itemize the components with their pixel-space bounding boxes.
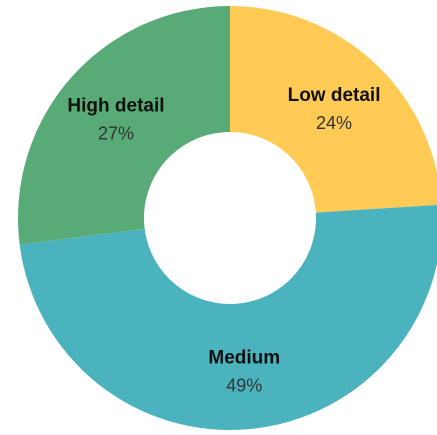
slice-value-high-detail: 27% (98, 123, 134, 143)
labels-group: Low detail 24% Medium 49% High detail 27% (67, 85, 380, 395)
slices-group (17, 6, 437, 430)
slice-label-medium: Medium (208, 347, 280, 368)
slice-value-low-detail: 24% (316, 113, 352, 133)
pie-slice-low-detail (230, 6, 437, 213)
slice-value-medium: 49% (226, 375, 262, 395)
pie-slice-high-detail (17, 6, 230, 245)
pie-slice-medium (19, 204, 437, 430)
slice-label-high-detail: High detail (67, 95, 164, 116)
slice-label-low-detail: Low detail (288, 85, 381, 106)
